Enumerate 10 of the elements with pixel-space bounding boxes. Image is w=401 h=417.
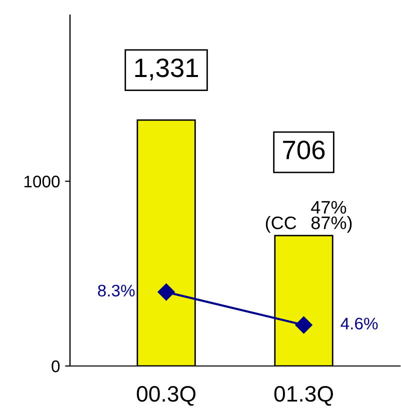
data-label: 4.6% [340,318,378,330]
data-label: 8.3% [98,284,135,297]
data-label: 706 [283,140,325,160]
y-tick-label: 0 [52,360,60,372]
y-tick-label: 1000 [24,176,60,188]
annotation: (CC [266,216,296,233]
annotation: 47% 87%) [311,201,352,233]
x-tick-label: 00.3Q [136,386,196,406]
data-label: 1,331 [135,58,198,80]
x-tick-label: 01.3Q [274,386,333,406]
